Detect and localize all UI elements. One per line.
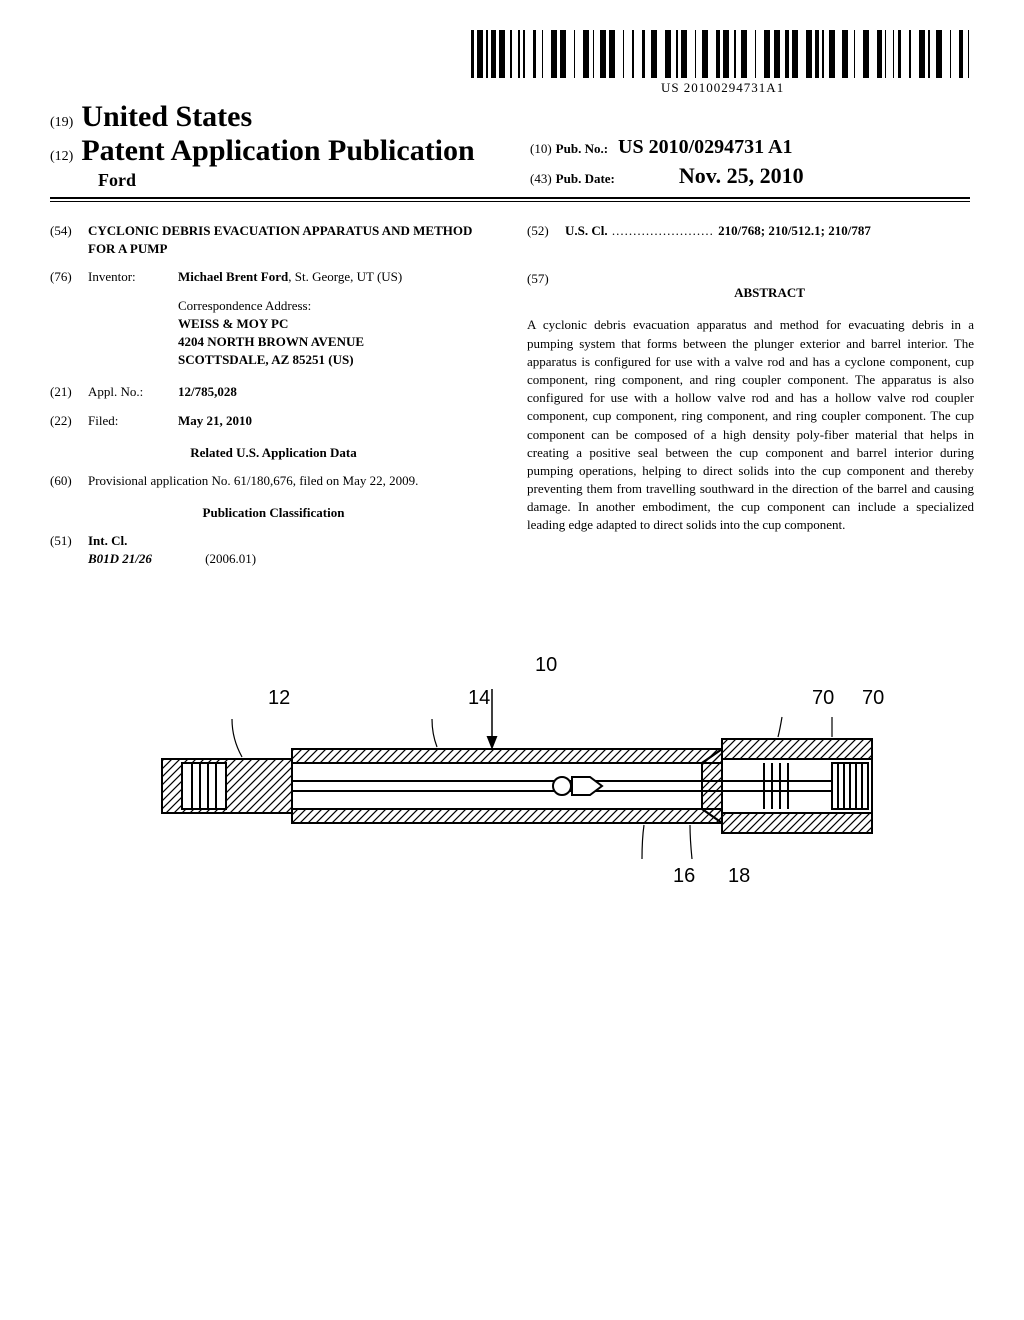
field-21: (21) Appl. No.: 12/785,028 (50, 383, 497, 401)
divider-thin (50, 201, 970, 202)
field-21-num: (21) (50, 383, 88, 401)
field-22-label: Filed: (88, 412, 178, 430)
publication-number: US 2010/0294731 A1 (618, 136, 792, 158)
right-column: (52) U.S. Cl. ........................ 2… (527, 222, 974, 579)
corr-line3: SCOTTSDALE, AZ 85251 (US) (178, 351, 497, 369)
field-54: (54) CYCLONIC DEBRIS EVACUATION APPARATU… (50, 222, 497, 258)
fig-label-18: 18 (728, 865, 750, 888)
int-cl-label: Int. Cl. (88, 532, 497, 550)
abstract-text: A cyclonic debris evacuation apparatus a… (527, 316, 974, 534)
field-22: (22) Filed: May 21, 2010 (50, 412, 497, 430)
us-cl-block: U.S. Cl. ........................ 210/76… (565, 222, 974, 240)
field-52: (52) U.S. Cl. ........................ 2… (527, 222, 974, 240)
int-cl-block: Int. Cl. B01D 21/26 (2006.01) (88, 532, 497, 568)
field-22-num: (22) (50, 412, 88, 430)
fig-label-70a: 70 (812, 687, 834, 710)
left-column: (54) CYCLONIC DEBRIS EVACUATION APPARATU… (50, 222, 497, 579)
us-cl-label: U.S. Cl. (565, 223, 608, 238)
field-51-num: (51) (50, 532, 88, 568)
abstract-heading: ABSTRACT (565, 284, 974, 302)
int-cl-row: B01D 21/26 (2006.01) (88, 550, 497, 568)
label-43: (43) (530, 171, 552, 186)
related-data-heading: Related U.S. Application Data (50, 444, 497, 462)
fig-label-10: 10 (535, 654, 557, 677)
int-cl-date: (2006.01) (205, 551, 256, 566)
field-76-label: Inventor: (88, 268, 178, 286)
field-60-num: (60) (50, 472, 88, 490)
label-19: (19) (50, 115, 73, 130)
barcode-number: US 20100294731A1 (471, 80, 974, 96)
us-cl-values: 210/768; 210/512.1; 210/787 (718, 223, 871, 238)
patent-figure: 10 12 14 16 18 70 70 (50, 639, 974, 959)
provisional-text: Provisional application No. 61/180,676, … (88, 472, 497, 490)
filed-date: May 21, 2010 (178, 412, 497, 430)
inventor: Michael Brent Ford, St. George, UT (US) (178, 268, 497, 286)
corr-line2: 4204 NORTH BROWN AVENUE (178, 333, 497, 351)
country: United States (81, 100, 252, 133)
field-57-num: (57) (527, 270, 565, 316)
field-76-num: (76) (50, 268, 88, 286)
divider-thick (50, 197, 970, 199)
corr-line1: WEISS & MOY PC (178, 315, 497, 333)
label-12: (12) (50, 149, 73, 164)
corr-label: Correspondence Address: (178, 297, 497, 315)
label-10: (10) (530, 141, 552, 156)
header-left: (19) United States (12) Patent Applicati… (50, 100, 974, 191)
int-cl-code: B01D 21/26 (88, 551, 152, 566)
pubdate-label: Pub. Date: (556, 171, 615, 186)
field-60: (60) Provisional application No. 61/180,… (50, 472, 497, 490)
barcode-block: US 20100294731A1 (471, 30, 974, 96)
field-52-num: (52) (527, 222, 565, 240)
figure-svg (132, 639, 892, 919)
field-21-label: Appl. No.: (88, 383, 178, 401)
application-number: 12/785,028 (178, 383, 497, 401)
field-76: (76) Inventor: Michael Brent Ford, St. G… (50, 268, 497, 286)
fig-label-12: 12 (268, 687, 290, 710)
field-54-num: (54) (50, 222, 88, 258)
fig-label-70b: 70 (862, 687, 884, 710)
publication-type: Patent Application Publication (81, 134, 474, 167)
barcode (471, 30, 974, 78)
pub-classification-heading: Publication Classification (50, 504, 497, 522)
correspondence-address: Correspondence Address: WEISS & MOY PC 4… (178, 297, 497, 370)
header-right: (10) Pub. No.: US 2010/0294731 A1 (43) P… (530, 136, 804, 189)
invention-title: CYCLONIC DEBRIS EVACUATION APPARATUS AND… (88, 222, 497, 258)
pubno-label: Pub. No.: (556, 141, 608, 156)
us-cl-dots: ........................ (608, 223, 719, 238)
fig-label-14: 14 (468, 687, 490, 710)
inventor-location: , St. George, UT (US) (288, 269, 402, 284)
publication-date: Nov. 25, 2010 (679, 163, 804, 188)
bibliographic-columns: (54) CYCLONIC DEBRIS EVACUATION APPARATU… (50, 222, 974, 579)
fig-label-16: 16 (673, 865, 695, 888)
abstract-block: (57) ABSTRACT A cyclonic debris evacuati… (527, 270, 974, 534)
inventor-name: Michael Brent Ford (178, 269, 288, 284)
field-51: (51) Int. Cl. B01D 21/26 (2006.01) (50, 532, 497, 568)
